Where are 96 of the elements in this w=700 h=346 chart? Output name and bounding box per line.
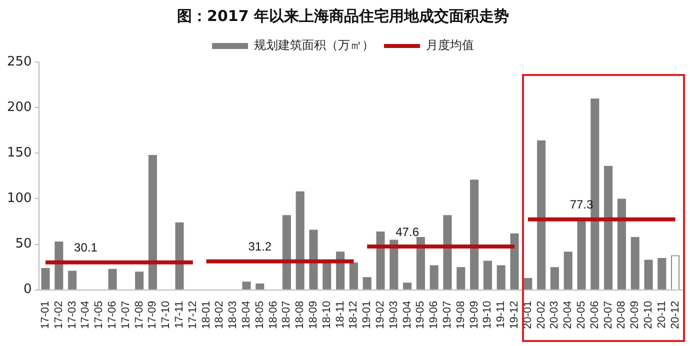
bar — [483, 260, 492, 290]
x-tick-label: 19-05 — [414, 300, 427, 330]
annotation: 31.2 — [248, 240, 272, 254]
bar — [403, 282, 412, 290]
x-tick-label: 20-02 — [535, 300, 548, 330]
bar — [362, 277, 372, 290]
x-tick-label: 18-04 — [240, 300, 253, 330]
legend-label: 月度均值 — [426, 38, 474, 52]
x-tick-label: 18-06 — [267, 300, 280, 330]
bar — [41, 268, 50, 290]
annotation: 30.1 — [74, 240, 98, 255]
bar — [54, 242, 64, 290]
x-tick-label: 20-08 — [616, 300, 628, 330]
bar — [456, 267, 466, 290]
x-tick-label: 19-02 — [374, 300, 387, 330]
bar — [443, 215, 452, 290]
bar — [604, 166, 613, 290]
bar — [148, 154, 157, 290]
bar — [496, 265, 506, 290]
bar — [630, 237, 640, 290]
x-tick-label: 18-11 — [334, 300, 346, 328]
x-tick-label: 18-05 — [254, 300, 266, 330]
bar — [510, 233, 519, 290]
x-tick-label: 19-04 — [401, 300, 414, 330]
bar — [577, 220, 586, 290]
bar — [644, 260, 653, 290]
bar — [550, 267, 559, 290]
bar — [564, 252, 572, 290]
bar — [242, 282, 251, 290]
x-tick-label: 18-10 — [320, 300, 333, 330]
x-tick-label: 19-11 — [495, 300, 508, 328]
y-tick-label: 150 — [6, 146, 32, 161]
legend-label: 规划建筑面积（万㎡） — [254, 38, 374, 52]
y-tick-label: 250 — [6, 54, 32, 70]
y-tick-label: 50 — [15, 236, 32, 252]
x-tick-label: 18-07 — [280, 300, 293, 330]
y-tick-label: 200 — [6, 100, 32, 115]
x-tick-label: 20-05 — [576, 300, 588, 330]
bar — [376, 232, 385, 290]
x-tick-label: 19-09 — [468, 300, 480, 330]
x-tick-label: 18-09 — [308, 300, 320, 330]
x-tick-label: 17-09 — [146, 300, 159, 330]
x-tick-label: 20-11 — [656, 300, 668, 328]
x-tick-label: 17-05 — [93, 300, 106, 330]
bar — [416, 237, 425, 290]
bar — [658, 258, 666, 290]
x-tick-label: 17-08 — [133, 300, 146, 330]
x-tick-label: 20-03 — [548, 300, 561, 330]
x-tick-label: 17-07 — [120, 300, 132, 330]
x-tick-label: 17-06 — [106, 300, 119, 330]
bar — [282, 215, 291, 290]
y-tick-label: 100 — [6, 191, 32, 206]
x-tick-label: 17-02 — [52, 300, 65, 330]
x-tick-label: 18-01 — [200, 300, 212, 330]
x-tick-label: 18-12 — [348, 300, 360, 330]
x-tick-label: 19-01 — [361, 300, 374, 330]
x-tick-label: 20-04 — [562, 300, 574, 330]
x-tick-label: 19-06 — [428, 300, 440, 330]
x-tick-label: 17-03 — [66, 300, 78, 330]
x-tick-label: 19-12 — [508, 300, 521, 330]
x-tick-label: 19-08 — [454, 300, 467, 330]
x-tick-label: 18-08 — [294, 300, 306, 330]
y-tick-label: 0 — [24, 282, 32, 298]
x-tick-label: 17-01 — [40, 300, 52, 330]
bar — [470, 180, 479, 290]
x-tick-label: 20-07 — [602, 300, 614, 330]
bar — [524, 278, 532, 290]
annotation: 47.6 — [396, 224, 420, 239]
chart-title: 图：2017 年以来上海商品住宅用地成交面积走势 — [177, 6, 509, 25]
bar — [349, 262, 358, 290]
x-tick-label: 19-10 — [482, 300, 494, 330]
bar — [537, 140, 546, 290]
bar — [256, 283, 264, 290]
x-tick-label: 17-12 — [186, 300, 199, 330]
bar — [296, 191, 304, 290]
bar — [108, 268, 117, 290]
bar — [309, 230, 318, 290]
x-tick-label: 19-07 — [442, 300, 454, 330]
bar — [390, 240, 398, 290]
x-tick-label: 18-02 — [214, 300, 226, 330]
bar — [617, 198, 626, 290]
bar — [68, 270, 77, 290]
x-tick-label: 20-12 — [669, 300, 682, 330]
bar — [322, 262, 332, 290]
x-tick-label: 18-03 — [227, 300, 240, 330]
bar — [175, 222, 184, 290]
bar — [430, 265, 438, 290]
x-tick-label: 20-06 — [588, 300, 601, 330]
x-tick-label: 17-11 — [174, 300, 186, 328]
x-tick-label: 17-10 — [160, 300, 172, 330]
x-tick-label: 20-09 — [629, 300, 642, 330]
x-tick-label: 19-03 — [388, 300, 400, 330]
x-tick-label: 20-10 — [642, 300, 655, 330]
bar — [135, 272, 144, 290]
annotation: 77.3 — [570, 198, 594, 212]
x-tick-label: 17-04 — [80, 300, 92, 330]
